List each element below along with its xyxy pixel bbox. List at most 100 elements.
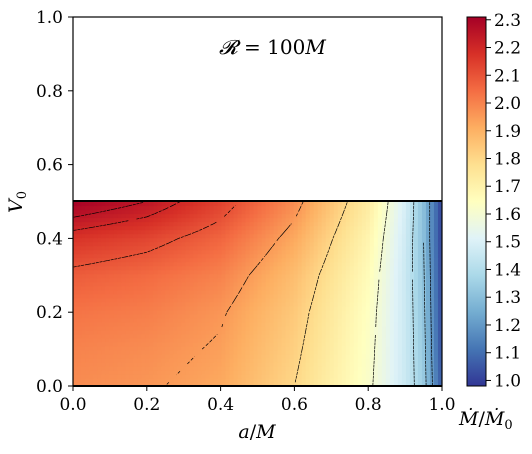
heatmap-cell xyxy=(201,305,206,311)
heatmap-cell xyxy=(177,241,182,247)
heatmap-cell xyxy=(237,273,243,279)
heatmap-cell xyxy=(417,377,423,383)
heatmap-cell xyxy=(417,349,423,355)
heatmap-cell xyxy=(233,273,239,279)
heatmap-cell xyxy=(349,229,355,235)
heatmap-cell xyxy=(161,381,166,386)
heatmap-cell xyxy=(349,377,355,383)
heatmap-cell xyxy=(421,381,427,386)
heatmap-cell xyxy=(133,345,138,351)
heatmap-cell xyxy=(373,245,379,251)
heatmap-cell xyxy=(433,361,439,367)
heatmap-cell xyxy=(321,265,327,271)
heatmap-cell xyxy=(393,377,399,383)
heatmap-cell xyxy=(373,341,379,347)
heatmap-cell xyxy=(101,301,106,307)
heatmap-cell xyxy=(325,341,331,347)
heatmap-cell xyxy=(185,337,190,343)
heatmap-cell xyxy=(333,253,339,259)
heatmap-cell xyxy=(437,361,442,367)
heatmap-cell xyxy=(341,277,347,283)
heatmap-cell xyxy=(257,289,263,295)
heatmap-cell xyxy=(357,381,363,386)
heatmap-cell xyxy=(173,253,178,259)
heatmap-cell xyxy=(129,305,134,311)
heatmap-cell xyxy=(269,297,275,303)
heatmap-cell xyxy=(385,333,391,339)
heatmap-cell xyxy=(241,273,247,279)
heatmap-cell xyxy=(357,217,363,223)
heatmap-cell xyxy=(345,245,351,251)
heatmap-cell xyxy=(205,349,210,355)
heatmap-cell xyxy=(273,229,279,235)
heatmap-cell xyxy=(293,281,299,287)
heatmap-cell xyxy=(81,317,86,323)
heatmap-cell xyxy=(177,357,182,363)
heatmap-cell xyxy=(205,229,210,235)
heatmap-cell xyxy=(297,349,303,355)
heatmap-cell xyxy=(389,233,395,239)
heatmap-cell xyxy=(353,321,359,327)
heatmap-cell xyxy=(101,361,106,367)
heatmap-cell xyxy=(405,321,411,327)
heatmap-cell xyxy=(421,305,427,311)
heatmap-cell xyxy=(257,217,263,223)
heatmap-cell xyxy=(321,245,327,251)
heatmap-cell xyxy=(377,273,383,279)
heatmap-cell xyxy=(161,245,166,251)
heatmap-cell xyxy=(157,325,162,331)
heatmap-cell xyxy=(89,305,94,311)
heatmap-cell xyxy=(357,357,363,363)
heatmap-cell xyxy=(365,265,371,271)
heatmap-cell xyxy=(81,205,86,211)
heatmap-cell xyxy=(89,357,94,363)
heatmap-cell xyxy=(257,301,263,307)
heatmap-cell xyxy=(73,369,78,375)
heatmap-cell xyxy=(137,373,142,379)
heatmap-cell xyxy=(417,309,423,315)
heatmap-cell xyxy=(353,337,359,343)
heatmap-cell xyxy=(273,233,279,239)
heatmap-cell xyxy=(305,317,311,323)
heatmap-cell xyxy=(313,273,319,279)
heatmap-cell xyxy=(257,369,263,375)
heatmap-cell xyxy=(221,373,227,379)
heatmap-cell xyxy=(77,265,82,271)
heatmap-cell xyxy=(253,225,259,231)
heatmap-cell xyxy=(181,321,186,327)
heatmap-cell xyxy=(129,313,134,319)
heatmap-cell xyxy=(409,337,415,343)
heatmap-cell xyxy=(277,341,283,347)
heatmap-cell xyxy=(417,313,423,319)
heatmap-cell xyxy=(321,313,327,319)
heatmap-cell xyxy=(233,221,239,227)
heatmap-cell xyxy=(149,249,154,255)
heatmap-cell xyxy=(325,253,331,259)
heatmap-cell xyxy=(165,221,170,227)
heatmap-cell xyxy=(169,309,174,315)
heatmap-cell xyxy=(201,341,206,347)
heatmap-cell xyxy=(305,213,311,219)
heatmap-cell xyxy=(277,257,283,263)
heatmap-cell xyxy=(413,285,419,291)
heatmap-cell xyxy=(381,261,387,267)
heatmap-cell xyxy=(269,265,275,271)
heatmap-cell xyxy=(157,321,162,327)
heatmap-cell xyxy=(369,265,375,271)
heatmap-cell xyxy=(381,257,387,263)
heatmap-cell xyxy=(237,281,243,287)
heatmap-cell xyxy=(129,241,134,247)
heatmap-cell xyxy=(109,217,114,223)
heatmap-cell xyxy=(205,225,210,231)
heatmap-cell xyxy=(253,237,259,243)
heatmap-cell xyxy=(385,313,391,319)
heatmap-cell xyxy=(365,245,371,251)
heatmap-cell xyxy=(237,309,243,315)
heatmap-cell xyxy=(413,213,419,219)
heatmap-cell xyxy=(297,301,303,307)
heatmap-cell xyxy=(105,229,110,235)
heatmap-cell xyxy=(265,201,271,207)
heatmap-cell xyxy=(145,305,150,311)
heatmap-cell xyxy=(273,297,279,303)
heatmap-cell xyxy=(361,277,367,283)
